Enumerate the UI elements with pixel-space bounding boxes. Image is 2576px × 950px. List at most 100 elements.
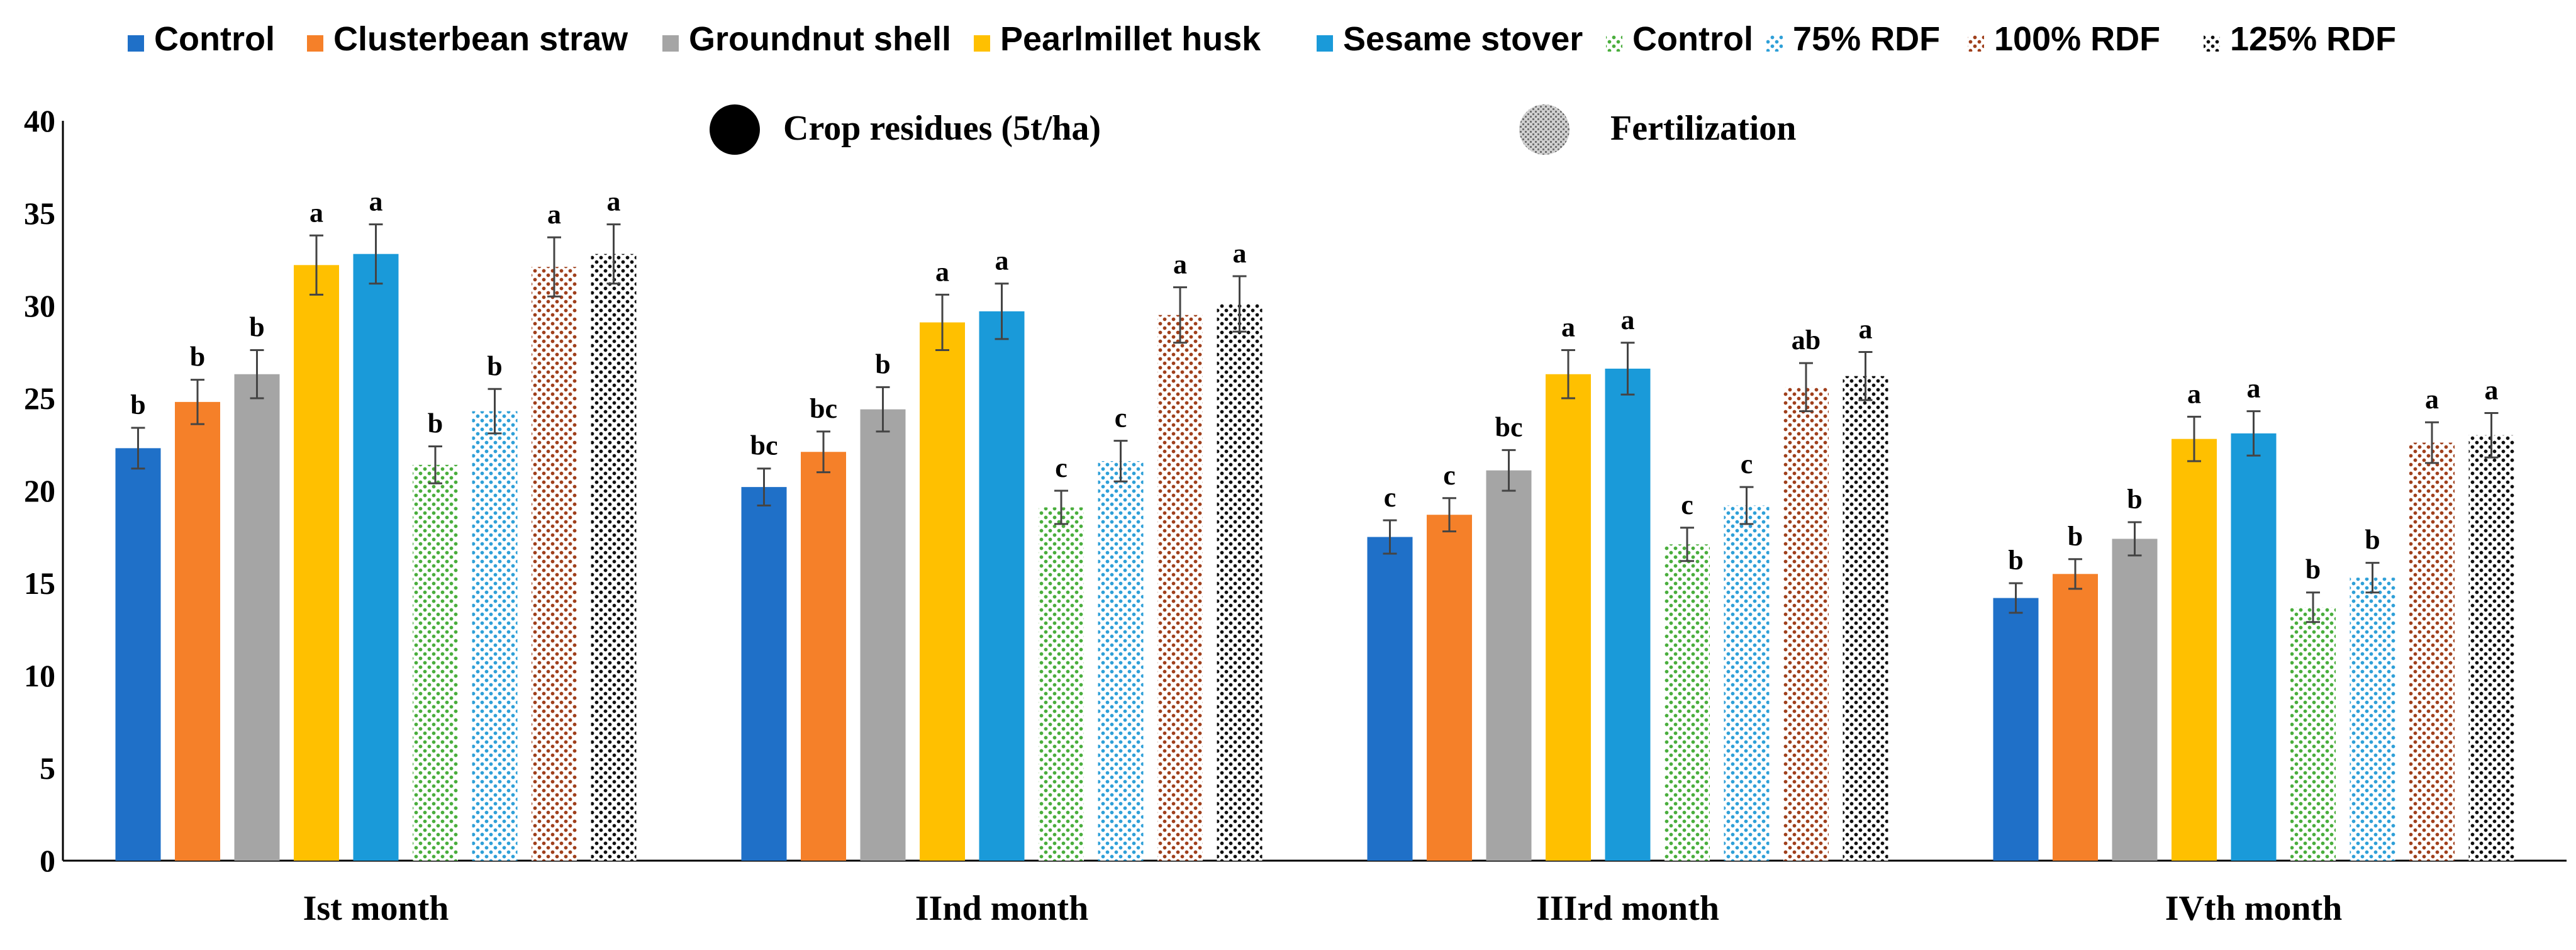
error-bar-1-6 bbox=[1113, 440, 1128, 483]
bar-2-0 bbox=[1367, 537, 1413, 861]
bar-0-0 bbox=[115, 448, 161, 861]
significance-label: a bbox=[1859, 314, 1873, 345]
legend-item: Pearlmillet husk bbox=[974, 20, 1261, 58]
y-tick-label: 30 bbox=[24, 288, 55, 323]
bar-0-8 bbox=[591, 254, 637, 861]
bar-3-0 bbox=[1993, 598, 2039, 861]
significance-label: b bbox=[875, 349, 890, 379]
y-tick-label: 15 bbox=[24, 566, 55, 601]
significance-label: a bbox=[547, 199, 561, 230]
bar-3-6 bbox=[2350, 578, 2395, 861]
error-bar-1-3 bbox=[935, 293, 949, 352]
category-labels: Ist month IInd month IIIrd month IVth month bbox=[303, 889, 2343, 928]
error-bar-1-7 bbox=[1173, 286, 1187, 344]
legend-item: Control bbox=[1606, 20, 1753, 58]
y-tick-label: 0 bbox=[40, 843, 55, 878]
significance-label: bc bbox=[1495, 411, 1523, 442]
bar-2-6 bbox=[1724, 505, 1770, 861]
bar-0-1 bbox=[175, 401, 220, 861]
bar-2-2 bbox=[1486, 470, 1532, 861]
significance-label: a bbox=[2485, 375, 2499, 406]
legend-item: 125% RDF bbox=[2204, 20, 2396, 58]
legend-swatch bbox=[1606, 35, 1622, 52]
group-legend-marker bbox=[1519, 104, 1570, 155]
significance-label: c bbox=[1115, 403, 1127, 433]
significance-label: b bbox=[428, 408, 443, 439]
significance-label: bc bbox=[750, 430, 778, 461]
legend-item: Sesame stover bbox=[1317, 20, 1583, 58]
significance-label: b bbox=[2365, 525, 2380, 556]
bar-3-1 bbox=[2053, 574, 2098, 861]
group-legend-item: Fertilization bbox=[1519, 104, 1796, 155]
legend-label: Groundnut shell bbox=[689, 20, 951, 58]
error-bar-3-0 bbox=[2009, 582, 2023, 614]
significance-label: b bbox=[2127, 484, 2142, 515]
legend-swatch bbox=[2204, 35, 2220, 52]
bar-0-6 bbox=[472, 411, 518, 861]
legend-swatch bbox=[974, 35, 990, 52]
bar-0-2 bbox=[234, 374, 280, 861]
error-bar-0-5 bbox=[428, 445, 442, 484]
significance-label: b bbox=[2008, 545, 2023, 576]
legend-label: Control bbox=[1632, 20, 1753, 58]
legend-label: Clusterbean straw bbox=[333, 20, 628, 58]
y-tick-label: 5 bbox=[40, 751, 55, 786]
y-tick-label: 40 bbox=[24, 103, 55, 138]
error-bar-3-2 bbox=[2127, 521, 2142, 557]
legend-label: Sesame stover bbox=[1343, 20, 1583, 58]
significance-label: a bbox=[309, 197, 323, 228]
error-bar-0-1 bbox=[191, 379, 204, 425]
error-bar-1-5 bbox=[1054, 489, 1068, 525]
legend-label: Control bbox=[154, 20, 275, 58]
error-bar-3-8 bbox=[2484, 412, 2499, 459]
significance-label: a bbox=[995, 245, 1009, 276]
significance-label: a bbox=[1561, 312, 1575, 343]
bar-1-3 bbox=[920, 322, 965, 861]
error-bar-0-8 bbox=[606, 223, 621, 285]
bar-2-8 bbox=[1843, 376, 1888, 861]
error-bar-0-6 bbox=[488, 388, 502, 435]
significance-label: a bbox=[1233, 238, 1247, 269]
bar-2-4 bbox=[1605, 368, 1651, 861]
x-category-label: IInd month bbox=[915, 889, 1088, 928]
legend-swatch bbox=[662, 35, 679, 52]
error-bar-2-0 bbox=[1383, 519, 1397, 555]
bar-1-4 bbox=[979, 311, 1025, 861]
error-bar-2-6 bbox=[1739, 486, 1754, 525]
bar-1-8 bbox=[1217, 304, 1263, 861]
significance-label: a bbox=[2425, 384, 2439, 415]
error-bar-3-3 bbox=[2187, 415, 2201, 462]
significance-label: b bbox=[249, 312, 264, 343]
legend-item: Control bbox=[128, 20, 275, 58]
significance-label: a bbox=[935, 256, 949, 287]
legend-swatch bbox=[128, 35, 144, 52]
legend-label: 75% RDF bbox=[1793, 20, 1940, 58]
error-bar-2-3 bbox=[1561, 349, 1575, 400]
bar-2-3 bbox=[1546, 374, 1591, 861]
bar-1-5 bbox=[1039, 507, 1084, 861]
error-bar-0-4 bbox=[369, 223, 383, 285]
bar-3-4 bbox=[2231, 433, 2277, 861]
bar-0-5 bbox=[413, 464, 458, 861]
x-category-label: IVth month bbox=[2165, 889, 2343, 928]
significance-label: a bbox=[607, 186, 621, 217]
bar-3-7 bbox=[2409, 442, 2455, 861]
group-legend: Crop residues (5t/ha) Fertilization bbox=[710, 104, 1796, 155]
error-bar-1-2 bbox=[876, 386, 890, 433]
error-bar-3-7 bbox=[2425, 421, 2439, 464]
significance-label: a bbox=[2187, 378, 2201, 409]
error-bar-2-8 bbox=[1858, 351, 1873, 401]
error-bar-2-5 bbox=[1680, 527, 1694, 562]
bar-1-7 bbox=[1157, 315, 1203, 861]
error-bar-0-2 bbox=[250, 349, 264, 400]
error-bar-3-5 bbox=[2306, 591, 2320, 623]
significance-label: a bbox=[2247, 373, 2261, 404]
bar-3-5 bbox=[2290, 607, 2336, 861]
bar-2-5 bbox=[1664, 544, 1710, 861]
significance-label: ab bbox=[1792, 325, 1820, 355]
legend-label: Pearlmillet husk bbox=[1000, 20, 1261, 58]
significance-label: a bbox=[1621, 305, 1635, 335]
error-bar-0-0 bbox=[131, 427, 145, 470]
